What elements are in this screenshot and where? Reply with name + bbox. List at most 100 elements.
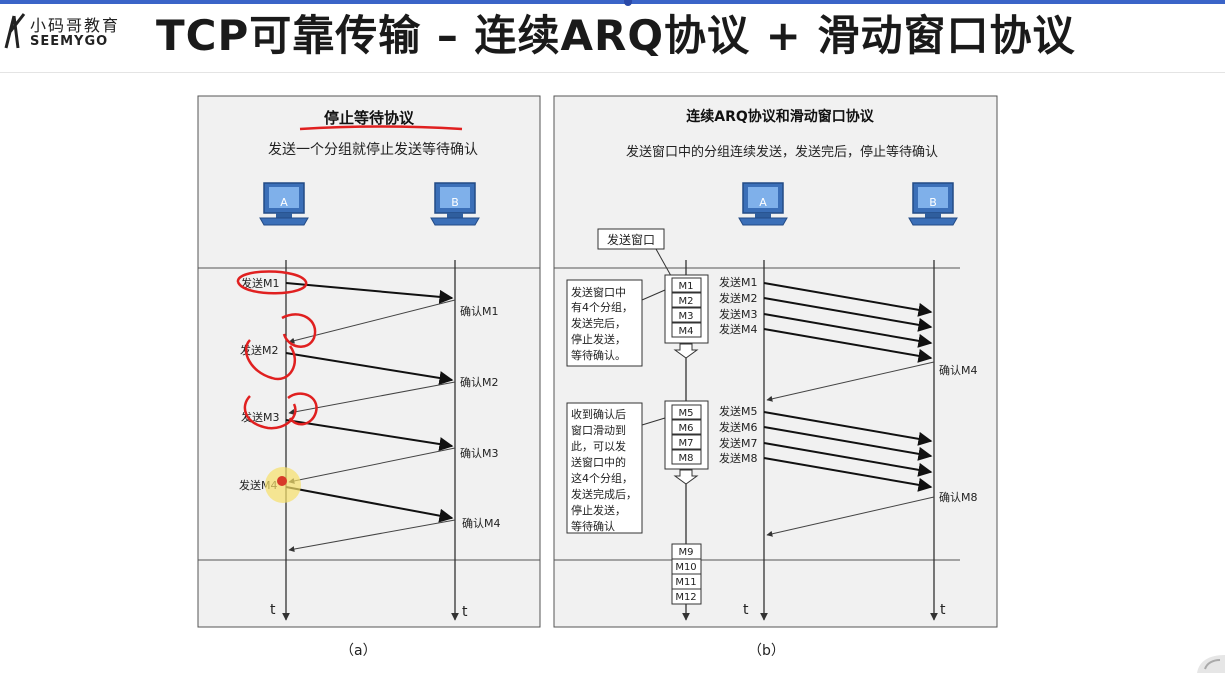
ack-label: 确认M4: [939, 364, 978, 377]
slide-arrow-icon: [673, 343, 699, 359]
slide-arrow-icon: [673, 469, 699, 485]
logo: 小码哥教育 SEEMYGO: [4, 10, 134, 54]
caption-b: （b）: [748, 643, 785, 659]
note-text: 有4个分组，: [571, 300, 633, 314]
packet-box: [671, 307, 702, 323]
packet-label: M12: [675, 592, 696, 603]
caption-a: （a）: [340, 643, 377, 659]
panel-b-subtitle: 发送窗口中的分组连续发送，发送完后，停止等待确认: [626, 144, 938, 160]
packet-label: M4: [679, 326, 694, 337]
time-axis-label: t: [743, 602, 749, 618]
ack-label: 确认M8: [939, 491, 978, 504]
send-label: 发送M4: [719, 322, 758, 336]
send-arrow: [285, 352, 454, 385]
title-divider: [0, 72, 1225, 73]
cursor-dot: [277, 476, 287, 486]
packet-box: [671, 449, 702, 465]
packet-label: M7: [679, 438, 694, 449]
logo-mark-icon: [4, 13, 26, 49]
top-bar-marker: [624, 0, 632, 6]
packet-label: M10: [675, 562, 696, 573]
packet-label: M2: [679, 296, 694, 307]
send-arrow: [763, 297, 933, 332]
send-arrow: [763, 282, 933, 317]
send-label: 发送M7: [719, 436, 758, 450]
logo-chinese-name: 小码哥教育: [30, 16, 121, 35]
send-arrow: [763, 313, 933, 348]
packet-box: [671, 292, 702, 308]
ack-label: 确认M4: [462, 517, 501, 530]
packet-label: M9: [679, 547, 694, 558]
send-window-label: 发送窗口: [607, 232, 655, 247]
packet-label: M6: [679, 423, 694, 434]
packet-box: [671, 419, 702, 435]
ack-arrow: [766, 496, 935, 537]
note-text: 送窗口中的: [571, 455, 626, 469]
send-label: 发送M8: [719, 451, 758, 465]
packet-label: M3: [679, 311, 694, 322]
send-arrow: [285, 486, 454, 523]
send-label: 发送M1: [241, 276, 280, 290]
ack-arrow: [288, 447, 456, 484]
panel-a-subtitle: 发送一个分组就停止发送等待确认: [268, 141, 478, 158]
packet-label: M11: [675, 577, 696, 588]
title-underline-annotation: [299, 125, 463, 131]
ack-arrow: [288, 519, 456, 552]
note-text: 收到确认后: [571, 407, 626, 421]
send-label: 发送M5: [719, 404, 758, 418]
ack-label: 确认M2: [460, 376, 499, 389]
page-title: TCP可靠传输 – 连续ARQ协议 + 滑动窗口协议: [156, 11, 1076, 60]
send-label: 发送M1: [719, 275, 758, 289]
send-label: 发送M2: [240, 343, 279, 357]
packet-label: M1: [679, 281, 694, 292]
host-b-label: B: [451, 196, 459, 209]
note-text: 这4个分组，: [571, 471, 633, 485]
note-text: 发送窗口中: [571, 285, 626, 299]
time-axis-label: t: [940, 602, 946, 618]
host-a-label: A: [759, 196, 767, 209]
packet-box: [671, 404, 702, 420]
note-text: 等待确认: [571, 519, 615, 533]
ack-label: 确认M1: [460, 305, 499, 318]
send-label: 发送M3: [719, 307, 758, 321]
time-axis-label: t: [270, 602, 276, 618]
note-pointer: [641, 289, 666, 301]
packet-box: [671, 588, 702, 605]
top-accent-bar: [0, 0, 1225, 4]
send-arrow: [763, 328, 933, 363]
corner-widget-icon[interactable]: [1193, 651, 1225, 673]
note-text: 窗口滑动到: [571, 423, 626, 437]
note-box: [566, 402, 643, 534]
logo-english-name: SEEMYGO: [30, 34, 109, 49]
send-arrow: [285, 282, 454, 304]
note-text: 停止发送，: [571, 503, 626, 517]
ack-label: 确认M3: [460, 447, 499, 460]
packet-box: [671, 322, 702, 338]
send-label: 发送M6: [719, 420, 758, 434]
panel-b-title: 连续ARQ协议和滑动窗口协议: [686, 108, 875, 125]
note-text: 发送完后，: [571, 316, 626, 330]
note-text: 停止发送，: [571, 332, 626, 346]
send-arrow: [763, 426, 933, 461]
host-a-label: A: [280, 196, 288, 209]
host-b-label: B: [929, 196, 937, 209]
note-text: 等待确认。: [571, 348, 626, 362]
time-axis-label: t: [462, 604, 468, 620]
send-label: 发送M2: [719, 291, 758, 305]
send-arrow: [763, 411, 933, 446]
send-arrow: [763, 442, 933, 477]
note-box: [566, 279, 643, 367]
packet-box: [671, 277, 702, 293]
note-text: 发送完成后，: [571, 487, 637, 501]
send-arrow: [763, 457, 933, 492]
packet-label: M5: [679, 408, 694, 419]
send-window-label-box: [597, 228, 665, 250]
panel-a-frame: [197, 95, 541, 628]
red-annotations: [236, 270, 318, 430]
packet-label: M8: [679, 453, 694, 464]
note-pointer: [641, 417, 666, 426]
panel-a-title: 停止等待协议: [324, 109, 415, 127]
packet-box: [671, 434, 702, 450]
note-text: 此，可以发: [571, 439, 626, 453]
